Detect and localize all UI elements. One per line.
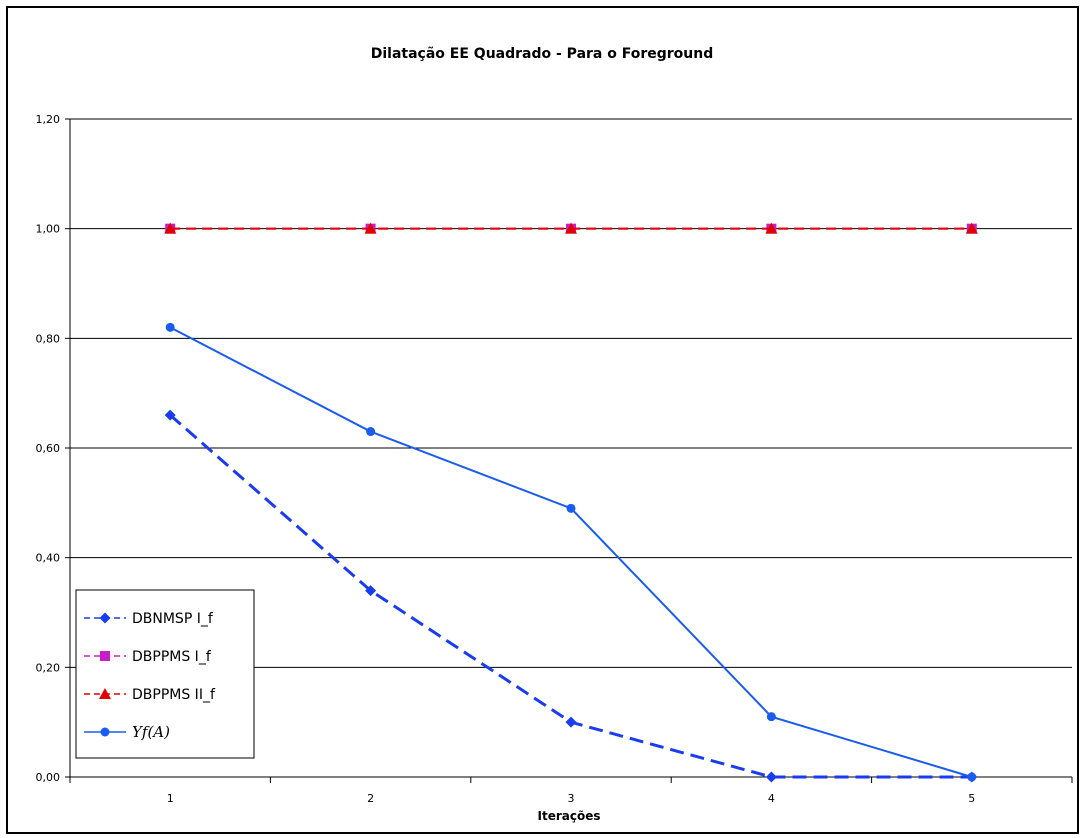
x-tick-label: 1 xyxy=(167,792,174,805)
series-3 xyxy=(164,222,978,234)
y-tick-label: 0,60 xyxy=(36,442,61,455)
y-tick-label: 1,00 xyxy=(36,223,61,236)
data-point xyxy=(364,222,377,234)
data-point xyxy=(164,409,176,421)
legend-marker xyxy=(99,688,111,699)
legend-label: DBNMSP I_f xyxy=(132,611,214,627)
data-point xyxy=(765,771,777,783)
chart-title: Dilatação EE Quadrado - Para o Foregroun… xyxy=(371,46,714,62)
data-point xyxy=(366,427,376,437)
data-point xyxy=(165,322,175,332)
legend-label: DBPPMS I_f xyxy=(132,649,212,665)
x-tick-label: 4 xyxy=(768,792,775,805)
series-1 xyxy=(164,409,978,783)
series-line xyxy=(169,326,973,778)
legend-item: DBNMSP I_f xyxy=(84,611,214,627)
data-point xyxy=(967,772,977,782)
legend-label: DBPPMS II_f xyxy=(132,687,216,703)
legend-marker xyxy=(100,651,110,661)
legend-label: Υf(A) xyxy=(132,723,170,741)
series-4 xyxy=(165,322,977,782)
y-tick-label: 0,00 xyxy=(36,771,61,784)
y-tick-label: 0,20 xyxy=(36,661,61,674)
y-tick-label: 0,40 xyxy=(36,552,61,565)
x-axis-ticks: 1 2 3 4 5 xyxy=(69,777,1073,805)
legend-item: DBPPMS I_f xyxy=(84,649,212,665)
data-point xyxy=(565,716,577,728)
y-tick-label: 1,20 xyxy=(36,113,61,126)
legend-marker xyxy=(99,612,111,624)
data-point xyxy=(565,222,577,234)
x-tick-label: 5 xyxy=(968,792,975,805)
data-point xyxy=(566,503,576,513)
y-axis-ticks: 0,00 0,20 0,40 0,60 0,80 1,00 1,20 xyxy=(36,113,70,784)
data-point xyxy=(965,222,978,234)
data-point xyxy=(164,222,177,234)
data-point xyxy=(365,585,377,597)
x-axis-title: Iterações xyxy=(538,809,601,823)
series-group xyxy=(164,222,978,783)
data-point xyxy=(766,712,776,722)
x-tick-label: 2 xyxy=(367,792,374,805)
y-tick-label: 0,80 xyxy=(36,332,61,345)
legend: DBNMSP I_f DBPPMS I_f DBPPMS II_f Υf(A) xyxy=(75,589,255,759)
x-tick-label: 3 xyxy=(568,792,575,805)
grid xyxy=(70,118,1072,668)
data-point xyxy=(765,222,778,234)
legend-item: DBPPMS II_f xyxy=(84,687,216,703)
legend-item: Υf(A) xyxy=(84,723,170,741)
legend-marker xyxy=(100,727,110,737)
